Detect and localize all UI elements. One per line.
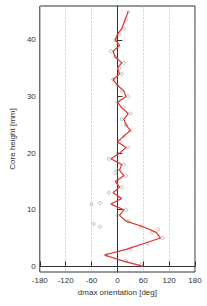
svg-text:-180: -180: [32, 276, 49, 285]
svg-text:-120: -120: [58, 276, 75, 285]
svg-text:dmax orientation [deg]: dmax orientation [deg]: [78, 288, 157, 297]
svg-text:30: 30: [27, 92, 36, 101]
svg-text:0: 0: [115, 276, 120, 285]
svg-text:40: 40: [27, 35, 36, 44]
svg-text:180: 180: [188, 276, 202, 285]
svg-text:60: 60: [139, 276, 148, 285]
svg-text:-60: -60: [86, 276, 98, 285]
svg-text:Core height [mm]: Core height [mm]: [8, 108, 17, 169]
svg-text:20: 20: [27, 149, 36, 158]
svg-text:0: 0: [31, 262, 36, 271]
svg-text:120: 120: [162, 276, 176, 285]
svg-text:10: 10: [27, 205, 36, 214]
